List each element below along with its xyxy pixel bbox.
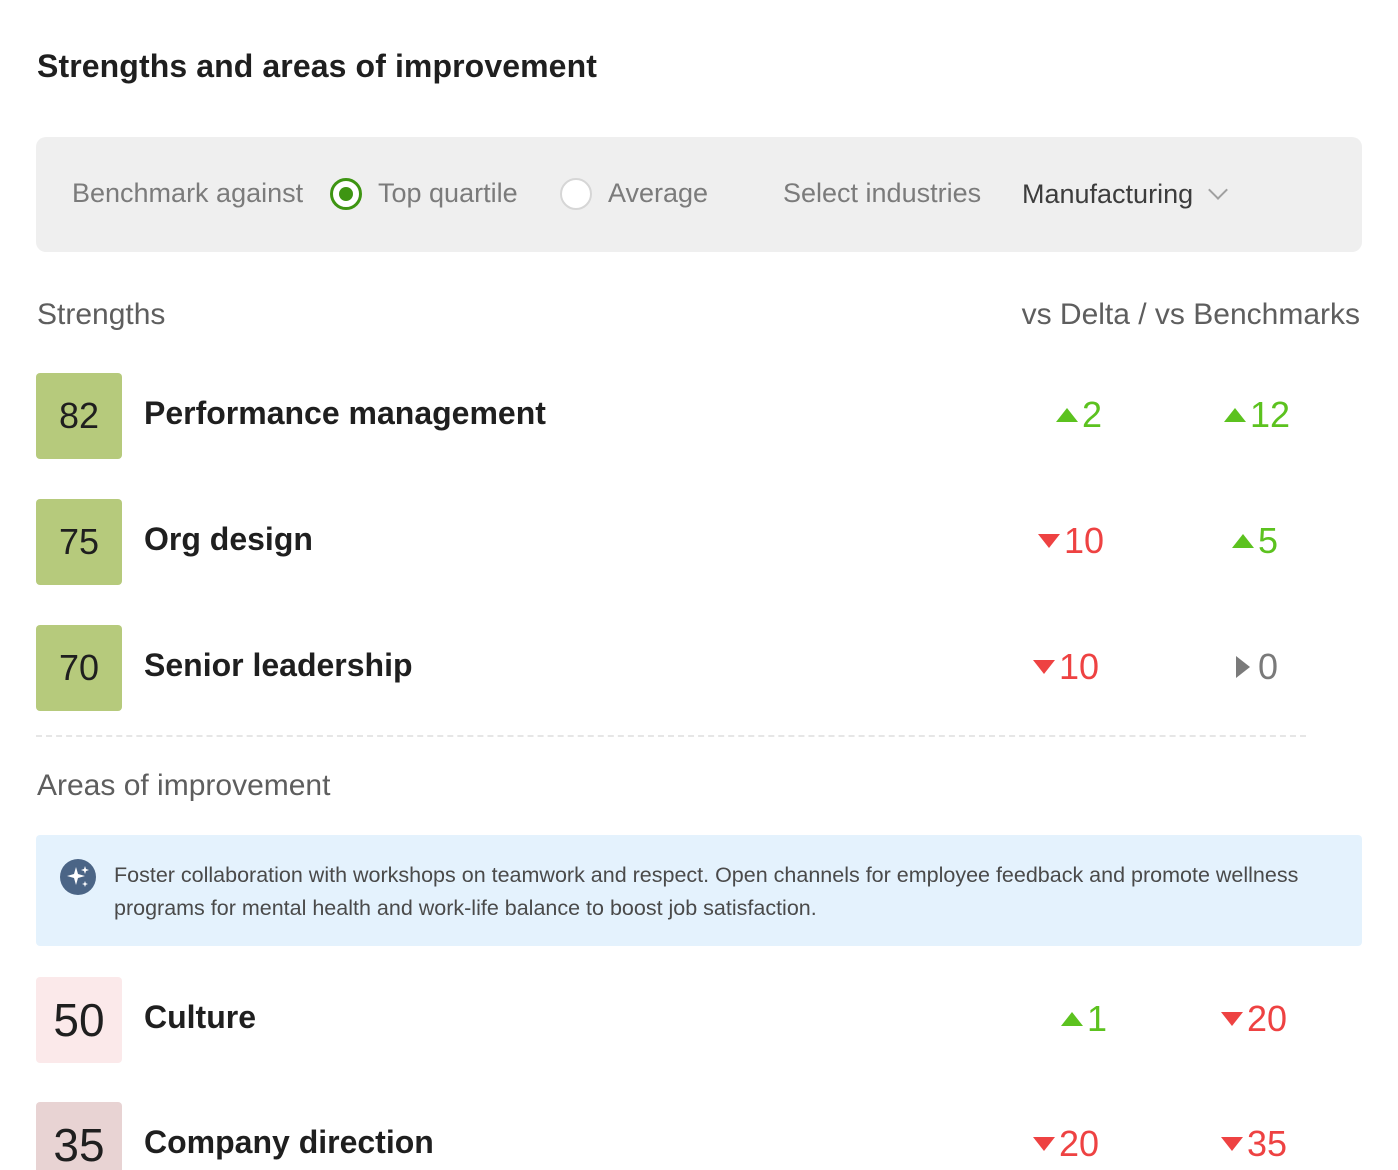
arrow-right-icon	[1236, 656, 1250, 678]
row-label: Culture	[144, 999, 256, 1035]
chevron-down-icon[interactable]	[1208, 180, 1229, 200]
benchmark-value: 20	[1247, 998, 1288, 1039]
arrow-up-icon	[1224, 408, 1246, 422]
row-label: Senior leadership	[144, 647, 413, 683]
score-badge: 82	[36, 373, 122, 459]
strengths-heading: Strengths	[37, 298, 166, 331]
industry-label: Select industries	[783, 178, 982, 208]
arrow-down-icon	[1221, 1012, 1243, 1026]
comparison-column-heading: vs Delta / vs Benchmarks	[1021, 298, 1360, 331]
score-badge: 50	[36, 977, 122, 1063]
strength-row[interactable]: 82 Performance management 2 12	[36, 373, 1362, 459]
benchmark-change: 20	[1221, 997, 1287, 1041]
benchmark-value: 5	[1258, 520, 1279, 561]
sparkle-icon	[60, 859, 96, 895]
delta-value: 10	[1059, 646, 1100, 687]
arrow-up-icon	[1056, 408, 1078, 422]
delta-value: 20	[1059, 1123, 1100, 1164]
score-badge: 35	[36, 1102, 122, 1170]
row-label: Performance management	[144, 395, 546, 431]
benchmark-value: 0	[1258, 646, 1279, 687]
delta-value: 1	[1087, 998, 1108, 1039]
improvement-heading: Areas of improvement	[37, 769, 331, 802]
delta-change: 10	[1033, 645, 1099, 689]
arrow-up-icon	[1232, 534, 1254, 548]
benchmark-change: 5	[1232, 519, 1278, 563]
radio-average[interactable]	[560, 178, 592, 210]
benchmark-change: 0	[1236, 645, 1278, 689]
arrow-down-icon	[1033, 660, 1055, 674]
row-label: Company direction	[144, 1124, 434, 1160]
improvement-row[interactable]: 35 Company direction 20 35	[36, 1102, 1362, 1170]
delta-value: 10	[1064, 520, 1105, 561]
arrow-down-icon	[1033, 1137, 1055, 1151]
strength-row[interactable]: 75 Org design 10 5	[36, 499, 1362, 585]
delta-change: 10	[1038, 519, 1104, 563]
option-average-label[interactable]: Average	[608, 178, 709, 208]
ai-insight-banner: Foster collaboration with workshops on t…	[36, 835, 1362, 946]
page-title: Strengths and areas of improvement	[37, 48, 597, 84]
delta-change: 2	[1056, 393, 1102, 437]
arrow-up-icon	[1061, 1012, 1083, 1026]
arrow-down-icon	[1038, 534, 1060, 548]
industry-dropdown[interactable]: Manufacturing	[1022, 173, 1229, 215]
delta-change: 1	[1061, 997, 1107, 1041]
option-top-quartile-label[interactable]: Top quartile	[378, 178, 518, 208]
row-label: Org design	[144, 521, 313, 557]
delta-value: 2	[1082, 394, 1103, 435]
score-badge: 75	[36, 499, 122, 585]
arrow-down-icon	[1221, 1137, 1243, 1151]
delta-change: 20	[1033, 1122, 1099, 1166]
benchmark-filter-bar: Benchmark against Top quartile Average S…	[36, 137, 1362, 252]
score-badge: 70	[36, 625, 122, 711]
benchmark-value: 12	[1250, 394, 1291, 435]
section-divider	[36, 735, 1306, 737]
strength-row[interactable]: 70 Senior leadership 10 0	[36, 625, 1362, 711]
improvement-row[interactable]: 50 Culture 1 20	[36, 977, 1362, 1063]
benchmark-change: 35	[1221, 1122, 1287, 1166]
insight-text: Foster collaboration with workshops on t…	[114, 863, 1299, 920]
benchmark-value: 35	[1247, 1123, 1288, 1164]
benchmark-change: 12	[1224, 393, 1290, 437]
industry-dropdown-value[interactable]: Manufacturing	[1022, 178, 1194, 209]
radio-top-quartile[interactable]	[330, 178, 362, 210]
benchmark-label: Benchmark against	[72, 178, 304, 208]
